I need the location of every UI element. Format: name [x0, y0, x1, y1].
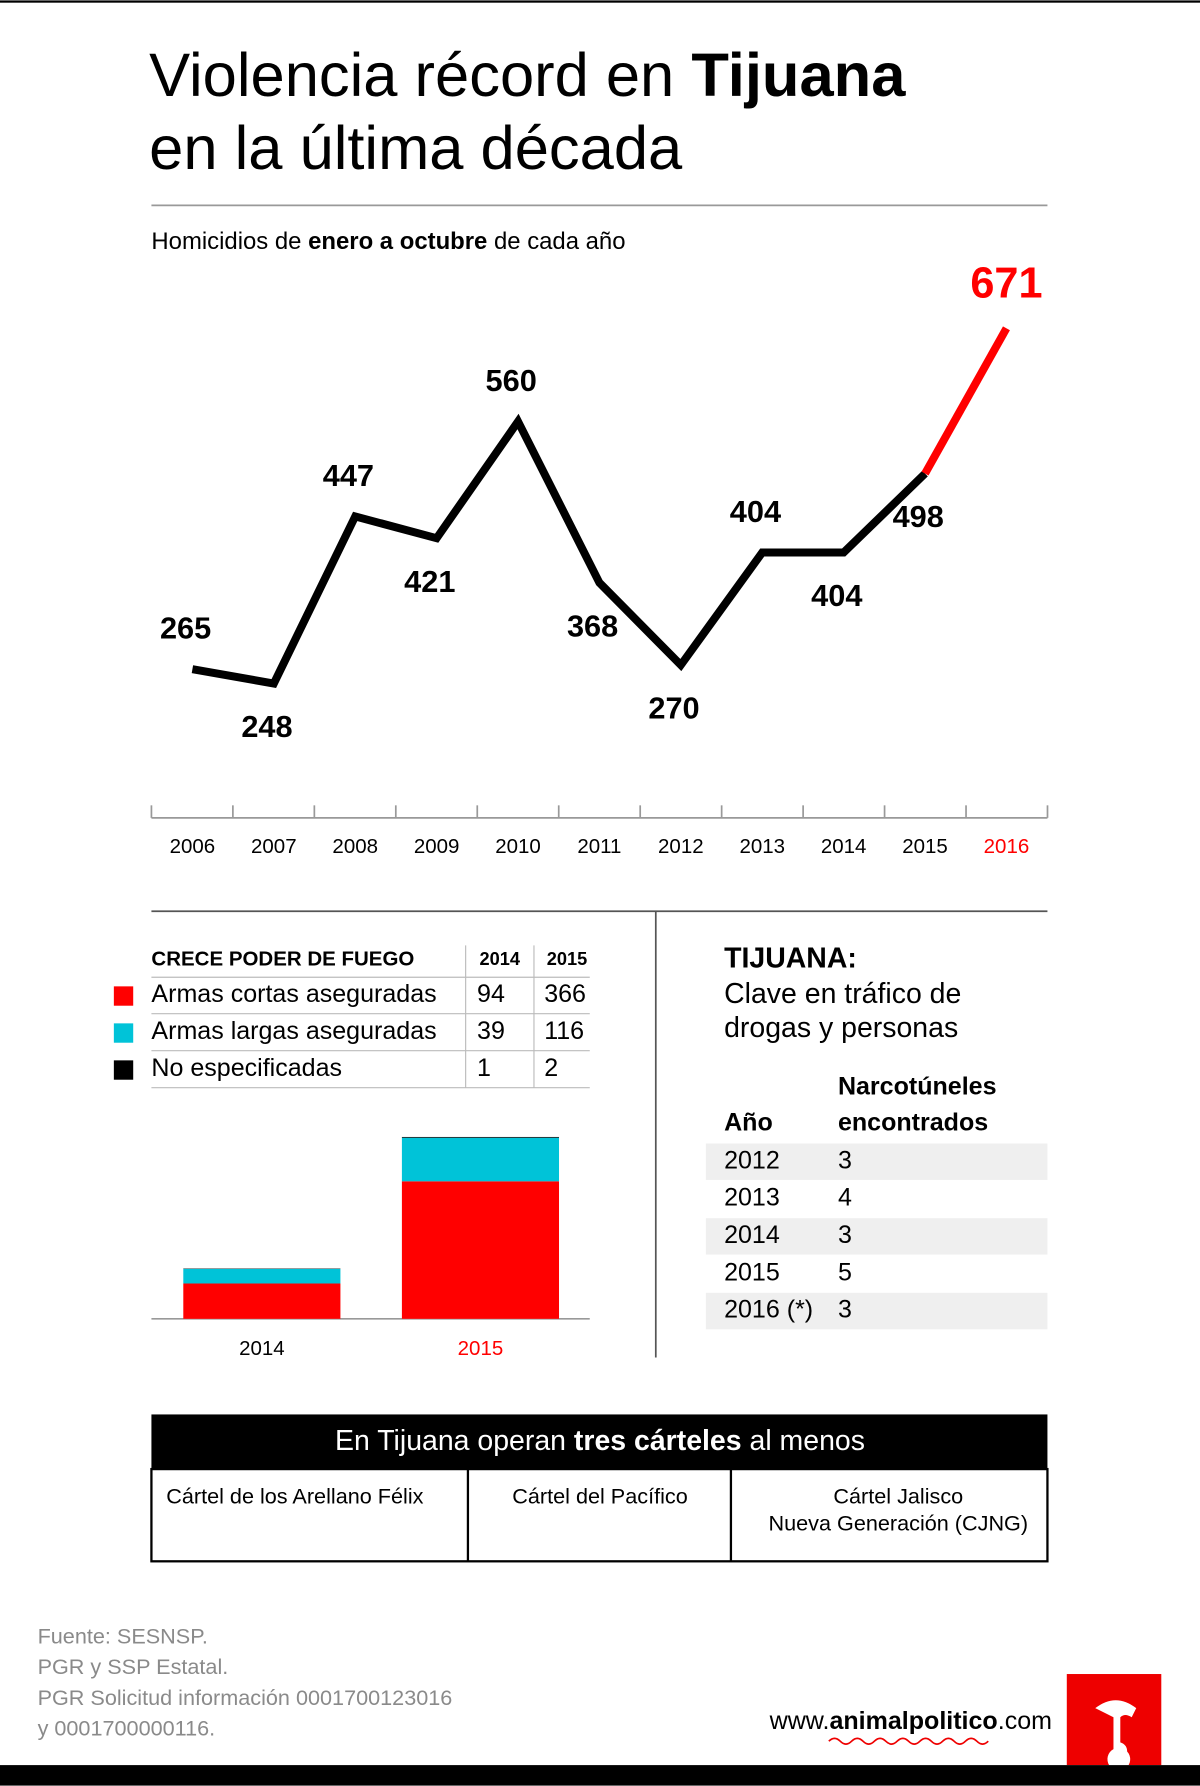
cartel-box [150, 1467, 1049, 1563]
bar-segment [401, 1181, 560, 1319]
narco-title: TIJUANA: [724, 943, 857, 975]
table-value: 94 [477, 980, 505, 1008]
legend-swatch [113, 1060, 134, 1080]
site-text: www. [769, 1706, 830, 1734]
narco-cell: 5 [838, 1258, 852, 1286]
x-tick-label: 2011 [577, 835, 621, 858]
cartel-header-text: En Tijuana operan [335, 1424, 574, 1456]
title-bold: Tijuana [691, 41, 906, 110]
value-label: 404 [811, 578, 862, 613]
line [921, 326, 1010, 476]
narco-cell: 4 [838, 1184, 852, 1212]
bar-segment [183, 1283, 341, 1319]
x-tick-label: 2015 [902, 835, 948, 858]
x-tick-label: 2012 [658, 835, 704, 858]
subtitle: Homicidios de enero a octubre de cada añ… [151, 228, 625, 255]
line [191, 413, 928, 688]
source-line: y 0001700000116. [38, 1716, 216, 1741]
bottom-bar [0, 1765, 1200, 1786]
x-tick-label: 2008 [332, 835, 378, 858]
narco-cell: 3 [838, 1221, 852, 1249]
cartel-item: Cártel del Pacífico [512, 1483, 687, 1508]
site: www.animalpolitico.com [769, 1706, 1052, 1734]
site-underline [828, 1737, 989, 1745]
cartel-item: Cártel Jalisco [833, 1483, 963, 1508]
value-label: 270 [648, 691, 699, 726]
x-tick-label: 2009 [414, 835, 460, 858]
legend-label: Armas largas aseguradas [151, 1017, 436, 1045]
narco-cell: 2015 [724, 1258, 780, 1286]
narco-cell: 3 [838, 1296, 852, 1324]
narco-cell: 3 [838, 1146, 852, 1174]
value-label: 447 [323, 458, 374, 493]
narco-cell: 2013 [724, 1184, 780, 1212]
top-bar [0, 0, 1200, 3]
narco-subtitle: Clave en tráfico de [724, 978, 961, 1010]
x-tick-label: 2007 [251, 835, 297, 858]
legend-label: Armas cortas aseguradas [151, 980, 436, 1008]
narco-column: Año [724, 1109, 773, 1137]
narco-cell: 2014 [724, 1221, 780, 1249]
table-column: 2015 [547, 949, 587, 969]
narco-subtitle: drogas y personas [724, 1012, 958, 1044]
source-line: PGR y SSP Estatal. [38, 1654, 229, 1679]
title-text: Violencia récord en [149, 41, 691, 110]
value-label: 404 [730, 494, 781, 529]
site-bold: animalpolitico [829, 1706, 997, 1734]
x-tick-label: 2014 [821, 835, 867, 858]
value-label: 560 [486, 363, 537, 398]
narco-row-bg [705, 1292, 1048, 1330]
x-tick-label: 2010 [495, 835, 541, 858]
bar-segment [401, 1137, 560, 1182]
value-label: 671 [970, 260, 1042, 308]
title-line-2: en la última década [149, 114, 683, 183]
cartel-header-text: al menos [742, 1424, 865, 1456]
cartel-item: Nueva Generación (CJNG) [768, 1511, 1028, 1536]
legend-swatch [113, 986, 134, 1006]
narco-row-bg [705, 1218, 1048, 1255]
x-tick-label: 2014 [239, 1337, 285, 1360]
value-label: 421 [404, 564, 455, 599]
table-value: 116 [544, 1017, 584, 1045]
value-label: 265 [160, 611, 211, 646]
cartel-item: Cártel de los Arellano Félix [166, 1483, 423, 1508]
table-value: 39 [477, 1017, 505, 1045]
subtitle-text: de cada año [487, 228, 625, 255]
value-label: 368 [567, 608, 618, 643]
narco-cell: 2016 (*) [724, 1296, 813, 1324]
subtitle-text: Homicidios de [151, 228, 308, 255]
table-value: 1 [477, 1054, 491, 1082]
x-tick-label: 2015 [458, 1337, 504, 1360]
subtitle-bold: enero a octubre [308, 228, 487, 255]
logo-icon [1095, 1700, 1137, 1771]
cartel-header-bg [151, 1414, 1048, 1470]
cartel-header-bold: tres cárteles [574, 1424, 742, 1456]
legend-swatch [113, 1023, 134, 1043]
value-label: 248 [241, 709, 292, 744]
bar-segment [183, 1268, 341, 1284]
source-line: Fuente: SESNSP. [38, 1623, 208, 1648]
x-tick-label: 2006 [170, 835, 216, 858]
narco-cell: 2012 [724, 1146, 780, 1174]
table-column: 2014 [480, 949, 521, 969]
legend-label: No especificadas [151, 1054, 342, 1082]
bar-segment [401, 1136, 560, 1138]
table-value: 2 [544, 1054, 558, 1082]
site-text: .com [998, 1706, 1052, 1734]
table-title: CRECE PODER DE FUEGO [151, 948, 414, 971]
source-line: PGR Solicitud información 0001700123016 [38, 1685, 453, 1710]
narco-column: Narcotúneles [838, 1072, 997, 1100]
narco-column: encontrados [838, 1109, 988, 1137]
title-line-1: Violencia récord en Tijuana [149, 41, 906, 110]
x-tick-label: 2016 [984, 835, 1030, 858]
cartel-header: En Tijuana operan tres cárteles al menos [335, 1424, 865, 1456]
value-label: 498 [893, 499, 944, 534]
table-value: 366 [544, 980, 586, 1008]
narco-row-bg [705, 1143, 1048, 1180]
x-tick-label: 2013 [739, 835, 785, 858]
